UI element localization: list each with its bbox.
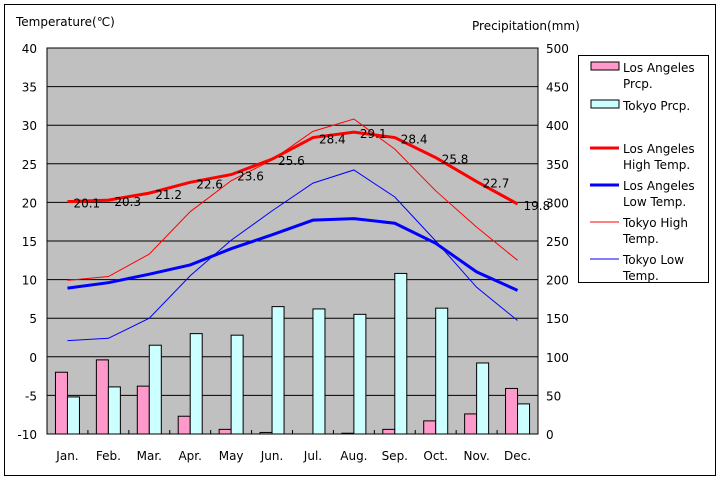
data-label: 29.1 [360, 127, 387, 141]
data-label: 25.8 [442, 153, 469, 167]
bar-la-prcp [54, 371, 68, 435]
bar-tokyo-prcp [394, 272, 408, 435]
bar-tokyo-prcp [148, 344, 162, 435]
data-label: 20.3 [114, 195, 141, 209]
bar-tokyo-prcp [312, 308, 326, 435]
right-tick-label: 0 [546, 428, 554, 442]
left-tick-label: 0 [29, 351, 37, 365]
legend-swatch [590, 61, 620, 71]
legend-label: Low Temp. [623, 195, 686, 209]
legend-label: High Temp. [623, 158, 690, 172]
bar-tokyo-prcp [353, 313, 367, 435]
bar-la-prcp [382, 428, 396, 435]
data-label: 28.4 [319, 133, 346, 147]
right-tick-label: 200 [546, 274, 569, 288]
bar-la-prcp [218, 428, 232, 435]
bar-la-prcp [505, 387, 519, 435]
right-tick-label: 400 [546, 119, 569, 133]
left-tick-label: 30 [22, 119, 37, 133]
x-tick-label: Dec. [504, 449, 531, 463]
bar-la-prcp [177, 415, 191, 435]
right-tick-label: 350 [546, 158, 569, 172]
bar-tokyo-prcp [66, 396, 80, 435]
bar-la-prcp [341, 432, 355, 435]
right-tick-label: 100 [546, 351, 569, 365]
left-tick-label: 15 [22, 235, 37, 249]
bar-tokyo-prcp [517, 403, 531, 435]
data-label: 23.6 [237, 170, 264, 184]
bar-la-prcp [136, 385, 150, 435]
line-tokyo-high-temp- [67, 118, 518, 281]
legend-label: Tokyo Low [622, 253, 684, 267]
x-tick-label: Nov. [463, 449, 489, 463]
right-tick-label: 150 [546, 312, 569, 326]
left-tick-label: -5 [25, 389, 37, 403]
left-tick-label: 25 [22, 158, 37, 172]
bar-tokyo-prcp [271, 306, 285, 435]
left-tick-label: 10 [22, 274, 37, 288]
x-tick-label: Aug. [340, 449, 367, 463]
bar-tokyo-prcp [107, 386, 121, 435]
left-tick-label: 35 [22, 81, 37, 95]
right-tick-label: 250 [546, 235, 569, 249]
right-tick-label: 50 [546, 389, 561, 403]
data-label: 22.6 [196, 177, 223, 191]
bar-tokyo-prcp [230, 334, 244, 435]
legend-label: Los Angeles [623, 179, 695, 193]
x-tick-label: Mar. [137, 449, 162, 463]
line-los-angeles-low-temp- [67, 217, 519, 292]
data-label: 19.8 [524, 199, 551, 213]
data-label: 20.1 [73, 197, 100, 211]
legend-label: Tokyo Prcp. [622, 99, 690, 113]
legend-label: Prcp. [623, 77, 653, 91]
left-tick-label: 20 [22, 196, 37, 210]
bar-la-prcp [95, 359, 109, 435]
legend [578, 55, 709, 283]
x-tick-label: Jan. [55, 449, 78, 463]
right-tick-label: 450 [546, 81, 569, 95]
bar-tokyo-prcp [189, 333, 203, 435]
bar-la-prcp [423, 420, 437, 435]
left-tick-label: 40 [22, 42, 37, 56]
legend-label: Tokyo High [622, 216, 688, 230]
x-tick-label: Apr. [178, 449, 201, 463]
right-axis-title: Precipitation(mm) [472, 19, 580, 33]
legend-label: Temp. [622, 269, 659, 283]
data-label: 28.4 [401, 133, 428, 147]
x-tick-label: Jul. [303, 449, 322, 463]
x-tick-label: Jun. [260, 449, 284, 463]
bar-la-prcp [259, 431, 273, 435]
bar-la-prcp [464, 413, 478, 435]
line-los-angeles-high-temp- [67, 130, 519, 206]
legend-label: Temp. [622, 232, 659, 246]
x-tick-label: May [219, 449, 244, 463]
right-tick-label: 300 [546, 196, 569, 210]
bar-tokyo-prcp [476, 362, 490, 435]
right-tick-label: 500 [546, 42, 569, 56]
left-axis-title: Temperature(℃) [15, 15, 115, 29]
legend-label: Los Angeles [623, 142, 695, 156]
bar-tokyo-prcp [435, 307, 449, 435]
legend-label: Los Angeles [623, 61, 695, 75]
legend-swatch [590, 99, 620, 109]
x-tick-label: Sep. [382, 449, 408, 463]
data-label: 22.7 [483, 177, 510, 191]
data-label: 21.2 [155, 188, 182, 202]
left-tick-label: 5 [29, 312, 37, 326]
x-tick-label: Feb. [96, 449, 121, 463]
x-tick-label: Oct. [423, 449, 448, 463]
left-tick-label: -10 [17, 428, 37, 442]
data-label: 25.6 [278, 154, 305, 168]
